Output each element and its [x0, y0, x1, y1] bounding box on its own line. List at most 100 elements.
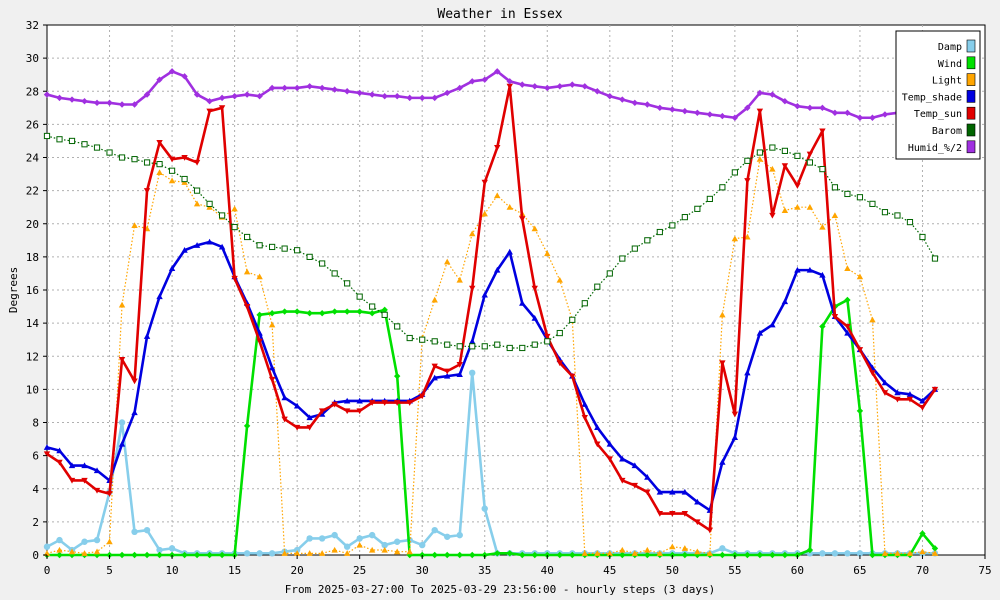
x-tick-label: 75	[978, 564, 991, 577]
y-tick-label: 22	[26, 185, 39, 198]
data-point	[644, 489, 651, 496]
data-point	[719, 311, 726, 318]
x-tick-label: 20	[291, 564, 304, 577]
data-point	[694, 519, 701, 526]
y-axis-label: Degrees	[7, 267, 20, 313]
data-point	[368, 400, 376, 406]
data-point	[381, 546, 388, 553]
data-point	[681, 511, 689, 517]
data-point	[781, 97, 789, 105]
y-tick-label: 28	[26, 85, 39, 98]
data-point	[619, 96, 626, 103]
data-point	[218, 94, 226, 102]
data-point	[106, 491, 113, 497]
data-point	[156, 293, 163, 300]
data-point	[769, 212, 776, 219]
data-point	[894, 396, 901, 403]
data-point	[756, 89, 764, 97]
data-point	[444, 258, 451, 265]
data-point	[706, 550, 714, 556]
data-point	[268, 84, 276, 92]
x-tick-label: 35	[478, 564, 491, 577]
data-point	[569, 551, 576, 559]
data-point	[669, 511, 676, 517]
data-point	[756, 329, 764, 336]
data-point	[844, 323, 851, 330]
data-point	[506, 78, 513, 85]
data-point	[644, 101, 651, 108]
data-point	[881, 550, 889, 556]
data-point	[444, 551, 451, 559]
x-tick-label: 10	[165, 564, 178, 577]
data-point	[494, 266, 501, 273]
y-tick-label: 4	[32, 483, 39, 496]
data-point	[869, 200, 876, 207]
data-point	[731, 411, 739, 418]
data-point	[494, 68, 501, 75]
data-point	[319, 260, 326, 267]
data-point	[131, 409, 138, 416]
data-point	[531, 285, 538, 292]
data-point	[143, 91, 151, 98]
data-point	[844, 190, 851, 198]
data-point	[256, 311, 263, 319]
data-point	[281, 245, 288, 252]
data-point	[281, 550, 288, 556]
data-point	[844, 265, 851, 272]
data-point	[856, 114, 864, 121]
data-point	[193, 187, 201, 194]
data-point	[756, 551, 764, 559]
data-point	[431, 374, 438, 381]
data-point	[243, 550, 251, 557]
data-point	[606, 270, 613, 277]
data-point	[281, 394, 288, 401]
data-point	[794, 102, 801, 110]
data-point	[694, 109, 701, 116]
data-point	[106, 538, 113, 545]
data-point	[581, 300, 588, 307]
data-point	[293, 84, 301, 92]
data-point	[293, 546, 301, 554]
data-point	[143, 159, 151, 166]
data-point	[831, 550, 839, 557]
data-point	[231, 223, 238, 231]
x-tick-label: 60	[791, 564, 804, 577]
data-point	[569, 373, 576, 380]
data-point	[806, 104, 814, 112]
data-point	[143, 333, 151, 339]
data-point	[306, 309, 313, 317]
data-point	[56, 447, 63, 454]
data-point	[206, 238, 213, 245]
data-point	[243, 91, 251, 98]
data-point	[444, 89, 451, 97]
data-point	[656, 228, 663, 236]
data-point	[519, 344, 526, 352]
data-point	[256, 242, 263, 249]
data-point	[356, 535, 363, 542]
data-point	[931, 386, 939, 393]
data-point	[844, 329, 851, 336]
data-point	[519, 216, 526, 222]
data-point	[356, 89, 363, 97]
series-barom	[43, 132, 939, 352]
y-tick-label: 12	[26, 350, 39, 363]
data-point	[544, 250, 551, 257]
data-point	[844, 550, 851, 557]
data-point	[156, 161, 163, 168]
data-point	[469, 343, 476, 350]
data-point	[794, 266, 801, 273]
data-point	[294, 247, 301, 254]
data-point	[343, 88, 351, 95]
data-point	[243, 422, 251, 430]
data-point	[644, 473, 651, 480]
legend-box	[895, 30, 981, 160]
data-point	[906, 391, 914, 397]
data-point	[831, 212, 839, 219]
data-point	[581, 401, 588, 407]
data-point	[419, 94, 426, 102]
data-point	[894, 389, 901, 396]
data-point	[619, 455, 626, 462]
data-point	[331, 86, 338, 93]
data-point	[156, 140, 163, 146]
